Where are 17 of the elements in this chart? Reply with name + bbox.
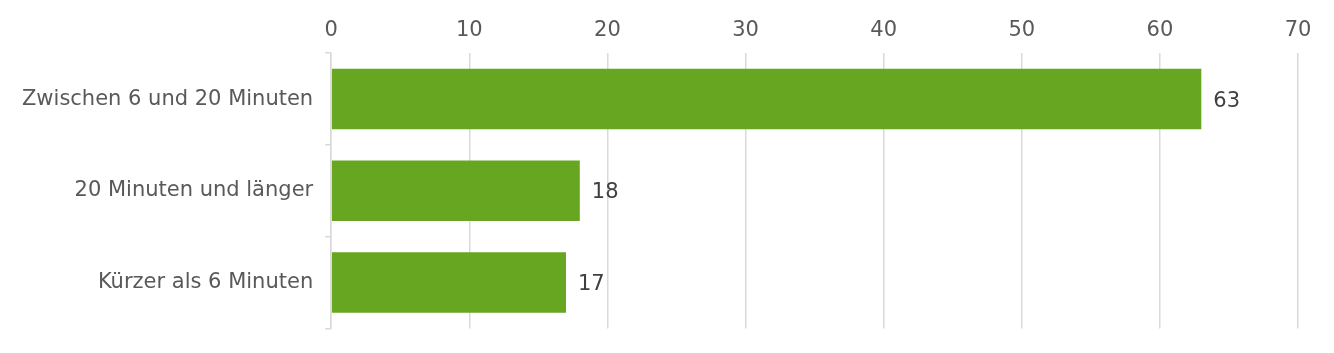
x-tick-label: 70	[1284, 17, 1312, 42]
x-tick-label: 40	[870, 17, 898, 42]
bar	[331, 68, 1202, 130]
x-tick-label: 20	[594, 17, 621, 42]
bar	[331, 160, 580, 222]
x-tick-label: 60	[1146, 17, 1174, 42]
x-tick-label: 30	[732, 17, 759, 42]
x-tick-label: 50	[1008, 17, 1036, 42]
y-tick-label: Kürzer als 6 Minuten	[97, 268, 314, 293]
bar	[331, 252, 566, 313]
x-tick-label: 10	[455, 17, 483, 42]
y-tick-label: Zwischen 6 und 20 Minuten	[21, 85, 314, 110]
data-label: 18	[591, 179, 619, 204]
data-label: 63	[1213, 87, 1241, 112]
data-label: 17	[577, 270, 605, 295]
y-tick-label: 20 Minuten und länger	[74, 177, 314, 202]
x-tick-label: 0	[324, 17, 338, 42]
